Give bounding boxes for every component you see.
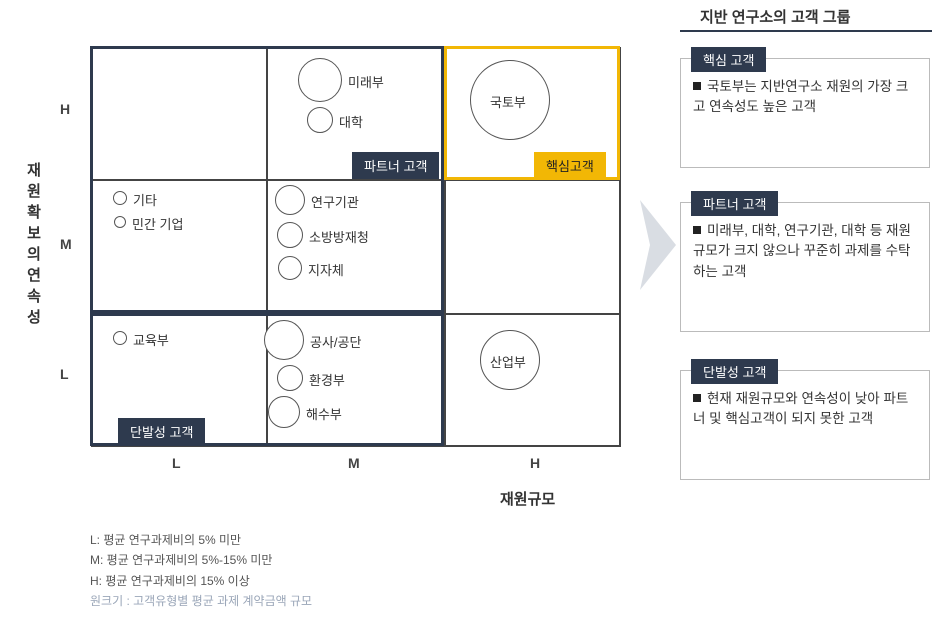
- diagram-root: 재원확보의 연속성 H M L 파트너 고객 핵심고객 단발성 고객 미래부대학…: [0, 0, 943, 633]
- bubble-label: 환경부: [309, 370, 345, 389]
- bubble-label: 기타: [133, 190, 157, 209]
- footnote-size: 원크기 : 고객유형별 평균 과제 계약금액 규모: [90, 591, 312, 611]
- info-box-tag: 파트너 고객: [691, 191, 778, 216]
- footnote-m: M: 평균 연구과제비의 5%-15% 미만: [90, 550, 312, 570]
- cell-h-m: [445, 180, 621, 314]
- info-box-text: 국토부는 지반연구소 재원의 가장 크고 연속성도 높은 고객: [693, 79, 908, 114]
- bubble-label: 대학: [339, 112, 363, 131]
- bubble: [114, 216, 126, 228]
- bubble-label: 소방방재청: [309, 227, 369, 246]
- info-box-body: 미래부, 대학, 연구기관, 대학 등 재원 규모가 크지 않으나 꾸준히 과제…: [681, 203, 929, 294]
- x-tick-m: M: [348, 455, 360, 471]
- y-tick-l: L: [60, 366, 69, 382]
- info-box: 파트너 고객미래부, 대학, 연구기관, 대학 등 재원 규모가 크지 않으나 …: [680, 202, 930, 332]
- bullet-icon: [693, 226, 701, 234]
- bubble: [113, 331, 127, 345]
- bullet-icon: [693, 82, 701, 90]
- bubble: [277, 365, 303, 391]
- right-panel-title: 지반 연구소의 고객 그룹: [700, 6, 851, 27]
- info-box-tag: 단발성 고객: [691, 359, 778, 384]
- bubble-label: 민간 기업: [132, 214, 183, 233]
- info-box-tag: 핵심 고객: [691, 47, 766, 72]
- y-axis-ticks: H M L: [60, 46, 80, 446]
- bubble-label: 국토부: [490, 92, 526, 111]
- y-axis-label: 재원확보의 연속성: [24, 160, 44, 328]
- x-tick-h: H: [530, 455, 540, 471]
- info-box: 단발성 고객현재 재원규모와 연속성이 낮아 파트너 및 핵심고객이 되지 못한…: [680, 370, 930, 480]
- info-box-text: 현재 재원규모와 연속성이 낮아 파트너 및 핵심고객이 되지 못한 고객: [693, 391, 908, 426]
- footnotes: L: 평균 연구과제비의 5% 미만 M: 평균 연구과제비의 5%-15% 미…: [90, 530, 312, 612]
- bubble: [264, 320, 304, 360]
- bubble-label: 해수부: [306, 404, 342, 423]
- info-box-text: 미래부, 대학, 연구기관, 대학 등 재원 규모가 크지 않으나 꾸준히 과제…: [693, 223, 911, 279]
- bubble: [277, 222, 303, 248]
- y-tick-m: M: [60, 236, 72, 252]
- badge-partner: 파트너 고객: [352, 152, 439, 179]
- x-axis-ticks: L M H: [90, 455, 620, 475]
- x-axis-label: 재원규모: [500, 488, 555, 509]
- bubble: [298, 58, 342, 102]
- bullet-icon: [693, 394, 701, 402]
- footnote-h: H: 평균 연구과제비의 15% 이상: [90, 571, 312, 591]
- arrow-icon: [640, 200, 676, 290]
- badge-core: 핵심고객: [534, 152, 606, 179]
- bubble: [278, 256, 302, 280]
- bubble: [275, 185, 305, 215]
- bubble-label: 연구기관: [311, 192, 359, 211]
- bubble-label: 미래부: [348, 72, 384, 91]
- cell-l-h: [91, 47, 267, 180]
- bubble: [113, 191, 127, 205]
- x-tick-l: L: [172, 455, 181, 471]
- bubble-label: 지자체: [308, 260, 344, 279]
- bubble: [268, 396, 300, 428]
- footnote-l: L: 평균 연구과제비의 5% 미만: [90, 530, 312, 550]
- right-panel-rule: [680, 30, 932, 32]
- bubble: [307, 107, 333, 133]
- info-box: 핵심 고객국토부는 지반연구소 재원의 가장 크고 연속성도 높은 고객: [680, 58, 930, 168]
- y-tick-h: H: [60, 101, 70, 117]
- bubble-label: 교육부: [133, 330, 169, 349]
- badge-oneoff: 단발성 고객: [118, 418, 205, 445]
- bubble-label: 산업부: [490, 352, 526, 371]
- cell-h-l: [445, 314, 621, 447]
- bubble-label: 공사/공단: [310, 332, 361, 351]
